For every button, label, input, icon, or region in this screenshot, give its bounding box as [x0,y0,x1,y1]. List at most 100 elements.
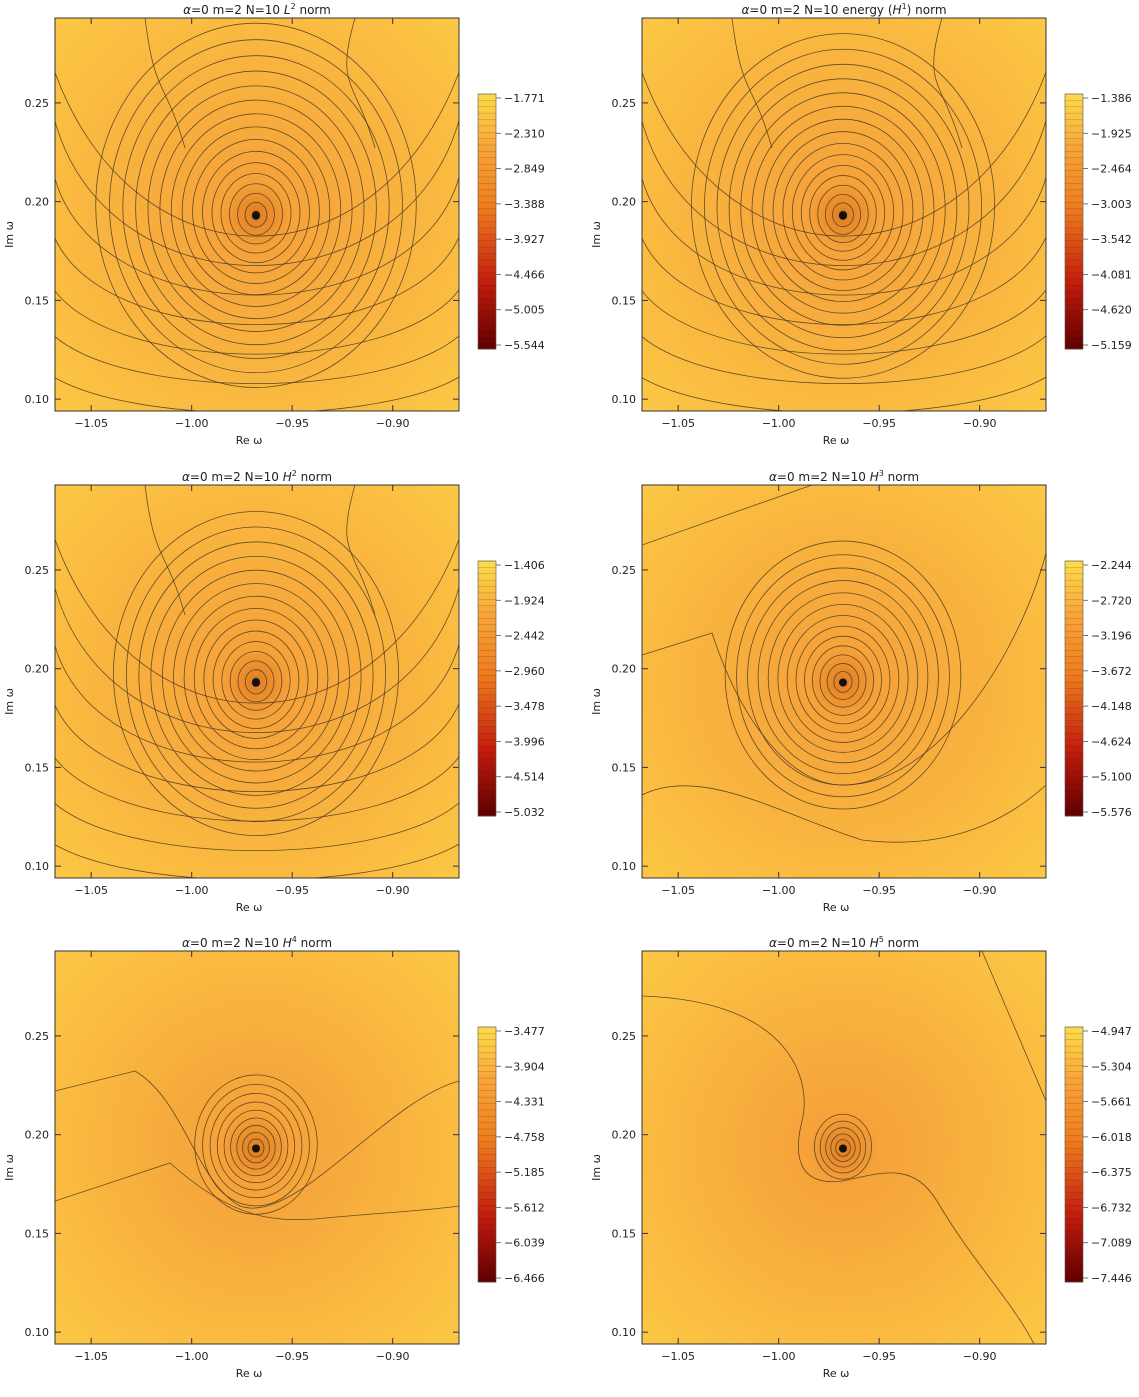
x-axis-label: Re ω [823,901,850,914]
color-bar-label: −3.996 [504,735,545,748]
color-bar-band [1065,752,1083,760]
color-bar-band [1065,253,1083,261]
color-bar-band [1065,151,1083,159]
contour-ring [804,635,882,725]
contour-ring [247,1138,265,1158]
color-bar-label: −5.005 [504,304,545,317]
contour-ring [740,92,946,326]
color-bar-band [478,637,496,645]
color-bar-legend: −1.771 −2.310 −2.849 −3.388 −3.927 −4.466 −5.0… [477,92,545,352]
color-bar-band [478,138,496,146]
x-tick-label: −1.05 [74,417,108,430]
color-bar-band [1065,714,1083,721]
color-bar-label: −7.446 [1091,1272,1132,1285]
y-tick-label: 0.10 [25,860,50,873]
color-bar-band [478,1148,496,1155]
color-bar-band [1065,694,1083,702]
color-bar-band [1065,329,1083,337]
color-bar-label: −4.758 [504,1131,545,1144]
color-bar-band [478,580,496,587]
color-bar-band [1065,1256,1083,1264]
color-bar-band [478,317,496,324]
color-bar-band [478,714,496,721]
color-bar-band [478,739,496,747]
minimum-point [251,678,260,687]
contour-line [55,1162,459,1220]
color-bar-band [1065,580,1083,587]
color-bar-band [478,1154,496,1162]
color-bar-band [1065,1084,1083,1092]
color-bar-band [1065,323,1083,331]
y-tick-label: 0.20 [612,1129,637,1142]
color-bar-band [478,720,496,728]
color-bar-band [478,247,496,254]
color-bar-label: −4.466 [504,268,545,281]
contour-line [144,18,186,149]
color-bar-band [1065,215,1083,222]
color-bar-band [478,336,496,344]
color-bar-label: −6.375 [1091,1166,1132,1179]
y-tick-label: 0.10 [25,1326,50,1339]
color-bar-band [1065,1173,1083,1181]
x-tick-label: −0.90 [963,884,997,897]
color-bar-band [478,208,496,216]
color-bar-band [478,157,496,165]
color-bar-label: −6.466 [504,1272,545,1285]
color-bar-band [478,1211,496,1219]
color-bar-band [478,125,496,133]
color-bar-band [1065,202,1083,210]
y-tick-label: 0.15 [612,1227,637,1240]
contour-ring [237,192,275,236]
color-bar-band [1065,208,1083,216]
color-bar-band [1065,592,1083,600]
contour-ring [691,33,995,379]
color-bar-label: −5.032 [504,806,545,819]
color-bar-band [1065,1243,1083,1251]
color-bar-band [1065,1211,1083,1219]
minimum-point [838,211,847,220]
color-bar-band [1065,1141,1083,1149]
contour-ring [795,625,891,734]
color-bar-band [478,796,496,804]
color-bar-band [1065,1262,1083,1270]
contour-ring [791,154,895,271]
y-axis-label: Im ω [590,221,603,248]
color-bar-band [1065,1186,1083,1194]
color-bar-label: −4.947 [1091,1025,1132,1038]
y-tick-label: 0.15 [612,294,637,307]
color-bar-band [478,777,496,785]
contour-line [55,1070,459,1209]
minimum-point [838,1144,847,1153]
x-tick-label: −1.00 [762,1350,796,1363]
color-bar-band [478,132,496,140]
color-bar-band [478,1243,496,1251]
y-tick-label: 0.20 [612,663,637,676]
color-bar-band [1065,183,1083,191]
color-bar-legend: −4.947 −5.304 −5.661 −6.018 −6.375 −6.732 −7.0… [1064,1025,1132,1285]
y-tick-label: 0.15 [25,761,50,774]
plot-frame [54,950,460,1345]
color-bar-band [478,1129,496,1136]
contour-ring [212,630,300,729]
color-bar-band [1065,291,1083,299]
minimum-point [838,678,847,687]
y-tick-label: 0.15 [25,1227,50,1240]
color-bar-band [478,183,496,191]
color-bar-band [478,669,496,677]
contour-line [55,234,459,325]
color-bar-label: −2.720 [1091,594,1132,607]
color-bar-band [478,618,496,626]
contour-ring [830,1133,856,1162]
color-bar-label: −4.514 [504,771,545,784]
y-tick-label: 0.20 [25,196,50,209]
color-bar-band [478,1262,496,1270]
contour-ring [242,1131,270,1164]
color-bar-band [1065,259,1083,267]
color-bar-band [478,119,496,127]
color-bar-band [478,1269,496,1277]
color-bar-band [478,624,496,632]
color-bar-label: −3.542 [1091,233,1132,246]
color-bar-band [478,573,496,581]
color-bar-label: −2.244 [1091,559,1132,572]
color-bar-label: −7.089 [1091,1237,1132,1250]
